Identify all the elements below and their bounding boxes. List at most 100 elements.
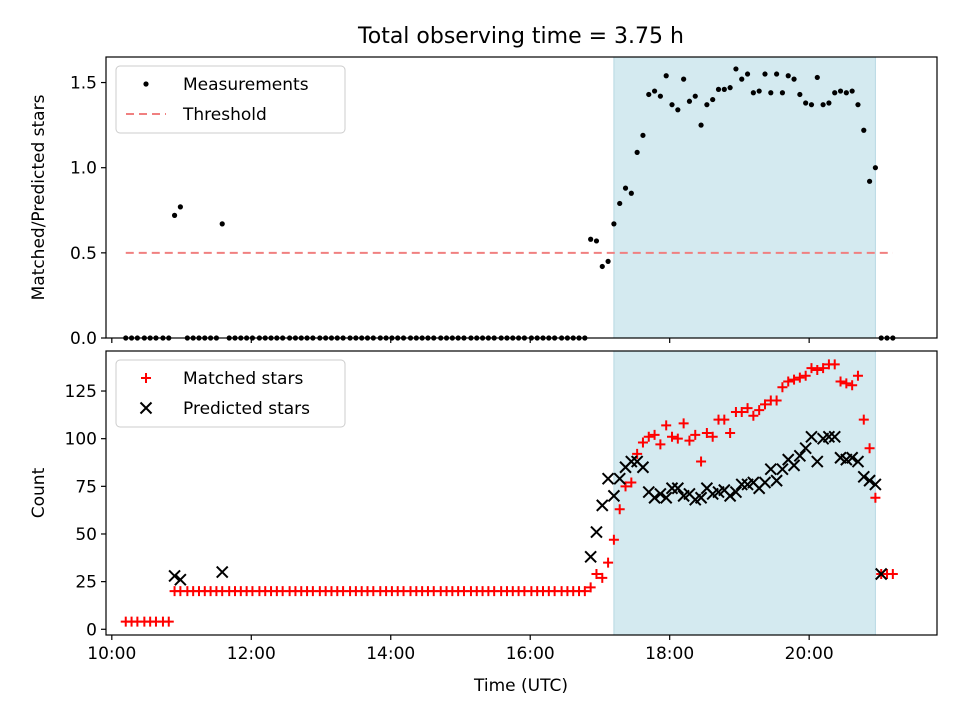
x-tick-label: 16:00 bbox=[506, 644, 555, 664]
observing-interval-shade bbox=[613, 350, 876, 636]
series-measurements bbox=[123, 66, 896, 341]
legend-swatch bbox=[141, 373, 151, 383]
plot-frame bbox=[105, 350, 938, 636]
legend-box bbox=[115, 65, 346, 134]
y-tick-label: 0.0 bbox=[70, 329, 97, 349]
data-point bbox=[777, 382, 788, 393]
data-point bbox=[797, 91, 803, 98]
data-point bbox=[692, 93, 698, 99]
data-point bbox=[851, 455, 865, 468]
data-point bbox=[858, 414, 869, 425]
y-tick-label: 100 bbox=[65, 430, 97, 450]
data-point bbox=[643, 431, 654, 442]
data-point bbox=[870, 492, 881, 503]
data-point bbox=[847, 380, 858, 391]
data-point bbox=[603, 557, 614, 568]
data-point bbox=[783, 376, 794, 387]
data-point bbox=[672, 433, 683, 444]
data-point bbox=[799, 442, 812, 455]
data-point bbox=[661, 420, 672, 431]
legend-swatch bbox=[143, 81, 149, 87]
data-point bbox=[875, 567, 888, 581]
data-point bbox=[646, 91, 652, 98]
data-point bbox=[733, 66, 739, 72]
data-point bbox=[634, 149, 640, 155]
data-point bbox=[710, 96, 716, 103]
data-point bbox=[774, 71, 780, 77]
data-point bbox=[750, 90, 756, 96]
data-point bbox=[735, 478, 748, 491]
data-point bbox=[872, 165, 879, 171]
data-point bbox=[655, 439, 666, 450]
data-point bbox=[725, 427, 736, 438]
data-point bbox=[597, 572, 608, 583]
data-point bbox=[593, 238, 600, 244]
data-point bbox=[808, 102, 815, 108]
data-point bbox=[719, 414, 730, 425]
data-point bbox=[601, 472, 615, 485]
data-point bbox=[822, 430, 836, 443]
data-point bbox=[764, 462, 778, 476]
data-point bbox=[837, 88, 844, 94]
data-point bbox=[607, 489, 621, 503]
data-point bbox=[696, 456, 707, 467]
x-axis-label: Time (UTC) bbox=[473, 676, 568, 696]
data-point bbox=[820, 102, 826, 108]
data-point bbox=[855, 102, 861, 108]
y-tick-label: 25 bbox=[75, 573, 97, 593]
observing-interval-shade bbox=[613, 56, 876, 339]
data-point bbox=[818, 363, 829, 374]
data-point bbox=[803, 100, 809, 106]
data-point bbox=[659, 491, 673, 504]
data-point bbox=[690, 429, 701, 440]
x-tick-label: 10:00 bbox=[87, 644, 136, 664]
data-point bbox=[613, 472, 626, 485]
data-point bbox=[596, 499, 609, 512]
data-point bbox=[785, 73, 791, 79]
y-axis-label: Matched/Predicted stars bbox=[29, 94, 49, 300]
data-point bbox=[590, 525, 603, 539]
legend-box bbox=[115, 359, 346, 428]
data-point bbox=[758, 476, 772, 489]
data-point bbox=[654, 487, 667, 501]
data-point bbox=[771, 395, 782, 406]
data-point bbox=[665, 482, 679, 495]
data-point bbox=[667, 431, 678, 442]
data-point bbox=[605, 258, 611, 264]
legend-label: Predicted stars bbox=[183, 399, 310, 419]
y-tick-label: 1.5 bbox=[70, 74, 97, 94]
y-tick-label: 0.5 bbox=[70, 244, 97, 264]
data-point bbox=[636, 461, 650, 474]
y-tick-label: 75 bbox=[75, 477, 97, 497]
data-point bbox=[789, 374, 800, 385]
data-point bbox=[852, 370, 863, 381]
data-point bbox=[681, 76, 687, 82]
data-point bbox=[698, 122, 704, 128]
data-point bbox=[684, 435, 695, 446]
data-point bbox=[171, 212, 178, 218]
data-point bbox=[611, 221, 617, 227]
data-point bbox=[626, 477, 637, 488]
data-point bbox=[742, 403, 753, 414]
data-point bbox=[744, 71, 751, 77]
y-tick-label: 50 bbox=[75, 525, 97, 545]
data-point bbox=[793, 449, 807, 463]
data-point bbox=[588, 236, 594, 242]
data-point bbox=[671, 482, 685, 495]
data-point bbox=[637, 437, 648, 448]
data-point bbox=[736, 406, 747, 417]
data-point bbox=[168, 569, 181, 583]
legend-label: Threshold bbox=[182, 105, 267, 125]
data-point bbox=[779, 90, 786, 96]
data-point bbox=[707, 431, 718, 442]
data-point bbox=[739, 76, 745, 82]
data-point bbox=[657, 93, 663, 99]
data-point bbox=[806, 363, 817, 374]
data-point bbox=[694, 491, 708, 504]
data-point bbox=[832, 90, 838, 96]
plot-frame bbox=[105, 56, 938, 339]
y-tick-label: 0 bbox=[86, 620, 97, 640]
data-point bbox=[794, 372, 805, 383]
data-point bbox=[585, 582, 596, 593]
data-point bbox=[704, 102, 710, 108]
